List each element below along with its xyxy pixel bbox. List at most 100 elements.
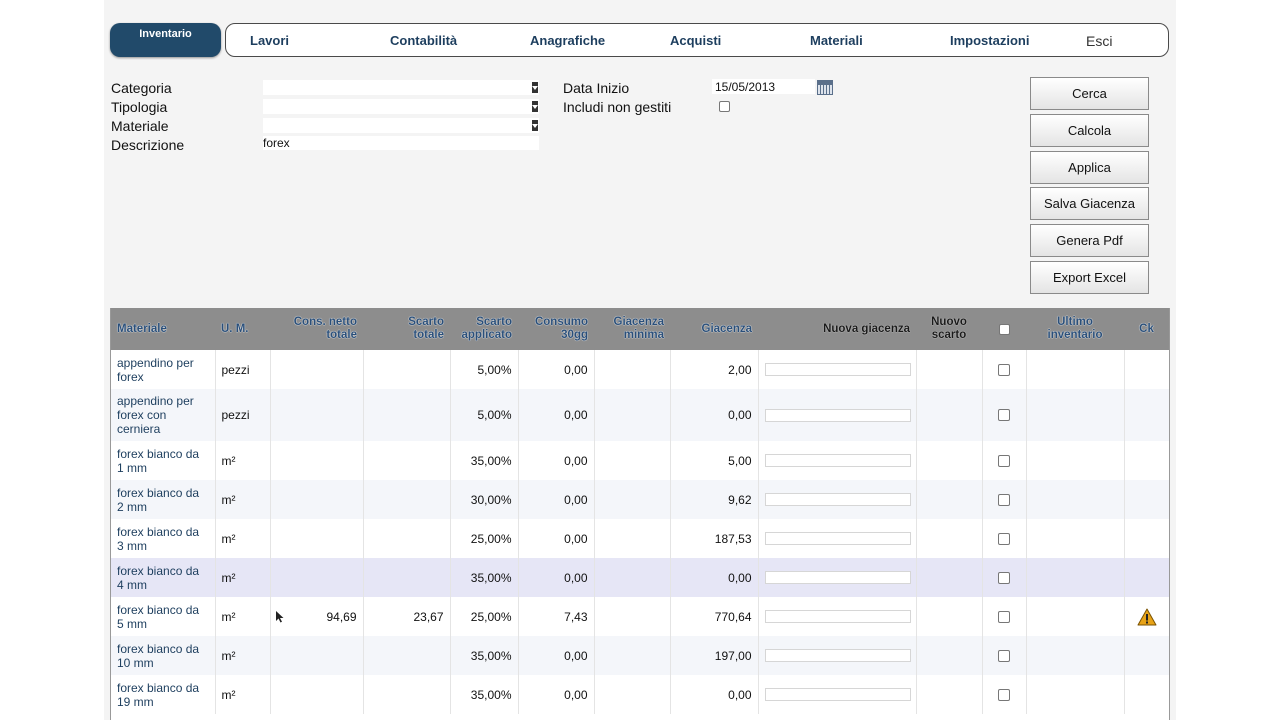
calcola-button[interactable]: Calcola: [1030, 114, 1149, 147]
cell-nuova-giacenza: [758, 389, 917, 441]
cell-materiale[interactable]: forex bianco da 10 mm: [111, 636, 216, 675]
cell-um: m²: [215, 636, 271, 675]
materiale-select[interactable]: [263, 118, 539, 133]
nav-tab-acquisti[interactable]: Acquisti: [670, 33, 722, 48]
data-inizio-input[interactable]: [712, 79, 815, 94]
row-checkbox[interactable]: [998, 571, 1010, 584]
cell-row-checkbox: [982, 350, 1027, 389]
col-header-ultimo-inventario[interactable]: Ultimo inventario: [1026, 308, 1124, 350]
cell-materiale[interactable]: forex bianco da 1 mm: [111, 441, 216, 480]
cell-giacenza-minima: [594, 350, 671, 389]
cell-um: m²: [215, 519, 271, 558]
cell-ultimo-inventario: [1026, 675, 1125, 714]
nav-tab-materiali[interactable]: Materiali: [810, 33, 863, 48]
cell-nuovo-scarto: [916, 519, 983, 558]
cell-materiale[interactable]: forex bianco da 2 mm: [111, 480, 216, 519]
calendar-icon[interactable]: [817, 80, 833, 95]
cell-giacenza: 2,00: [670, 350, 759, 389]
nav-tab-anagrafiche[interactable]: Anagrafiche: [530, 33, 606, 48]
cell-nuovo-scarto: [916, 350, 983, 389]
nav-exit-link[interactable]: Esci: [1086, 33, 1113, 49]
categoria-select[interactable]: [263, 80, 539, 95]
cell-row-checkbox: [982, 519, 1027, 558]
nuova-giacenza-input[interactable]: [764, 408, 911, 422]
nuova-giacenza-input[interactable]: [764, 363, 911, 376]
cell-ck: [1124, 519, 1169, 558]
includi-non-gestiti-label: Includi non gestiti: [563, 99, 672, 115]
tipologia-label: Tipologia: [111, 99, 168, 115]
cell-cons-netto: [270, 350, 364, 389]
mouse-cursor-icon: [276, 611, 284, 623]
col-header-cons-netto[interactable]: Cons. netto totale: [270, 308, 363, 350]
cell-um: pezzi: [215, 389, 271, 441]
col-header-giacenza-minima[interactable]: Giacenza minima: [594, 308, 670, 350]
includi-non-gestiti-checkbox[interactable]: [719, 101, 730, 112]
cell-nuova-giacenza: [758, 350, 917, 389]
col-header-scarto-applicato[interactable]: Scarto applicato: [450, 308, 518, 350]
salva-giacenza-button[interactable]: Salva Giacenza: [1030, 187, 1149, 220]
nav-tab-lavori[interactable]: Lavori: [250, 33, 290, 48]
table-row: forex bianco da 5 mm m² 94,69 23,67 25,00% 7,…: [111, 597, 1169, 636]
cell-um: m²: [215, 597, 271, 636]
col-header-nuovo-scarto: Nuovo scarto: [916, 308, 982, 350]
cell-cons-netto: [270, 558, 364, 597]
row-checkbox[interactable]: [998, 493, 1010, 506]
cell-nuovo-scarto: [916, 389, 983, 441]
nuova-giacenza-input[interactable]: [764, 493, 911, 506]
cell-scarto-applicato: 25,00%: [450, 519, 519, 558]
cell-materiale[interactable]: appendino per forex: [111, 350, 216, 389]
nuova-giacenza-input[interactable]: [764, 649, 911, 662]
cell-materiale[interactable]: forex bianco da 5 mm: [111, 597, 216, 636]
cell-scarto-totale: [363, 636, 451, 675]
cell-giacenza: 0,00: [670, 558, 759, 597]
cell-row-checkbox: [982, 558, 1027, 597]
nuova-giacenza-input[interactable]: [764, 571, 911, 584]
table-body: appendino per forex pezzi 5,00% 0,00 2,00 app…: [111, 350, 1169, 714]
row-checkbox[interactable]: [998, 610, 1010, 623]
cell-ck: [1124, 441, 1169, 480]
nav-tab-contabilita[interactable]: Contabilità: [390, 33, 458, 48]
table-row: forex bianco da 3 mm m² 25,00% 0,00 187,53: [111, 519, 1169, 558]
row-checkbox[interactable]: [998, 363, 1010, 376]
select-all-checkbox[interactable]: [998, 323, 1010, 335]
cell-ultimo-inventario: [1026, 441, 1125, 480]
cell-nuova-giacenza: [758, 519, 917, 558]
descrizione-input[interactable]: [263, 136, 539, 150]
nav-tab-impostazioni[interactable]: Impostazioni: [950, 33, 1030, 48]
cell-um: m²: [215, 675, 271, 714]
col-header-giacenza[interactable]: Giacenza: [670, 308, 758, 350]
nuova-giacenza-input[interactable]: [764, 454, 911, 467]
tipologia-select[interactable]: [263, 99, 539, 114]
cell-ck: [1124, 636, 1169, 675]
col-header-scarto-totale[interactable]: Scarto totale: [363, 308, 450, 350]
chevron-down-icon: [532, 120, 538, 131]
cerca-button[interactable]: Cerca: [1030, 77, 1149, 110]
cell-scarto-totale: [363, 441, 451, 480]
export-excel-button[interactable]: Export Excel: [1030, 261, 1149, 294]
col-header-um[interactable]: U. M.: [215, 308, 270, 350]
nuova-giacenza-input[interactable]: [764, 688, 911, 701]
cell-materiale[interactable]: forex bianco da 4 mm: [111, 558, 216, 597]
cell-cons-netto: [270, 480, 364, 519]
row-checkbox[interactable]: [998, 409, 1010, 421]
cell-materiale[interactable]: appendino per forex con cerniera: [111, 389, 216, 441]
cell-materiale[interactable]: forex bianco da 19 mm: [111, 675, 216, 714]
col-header-ck[interactable]: Ck: [1124, 308, 1169, 350]
col-header-consumo-30gg[interactable]: Consumo 30gg: [518, 308, 594, 350]
cell-consumo-30gg: 0,00: [518, 350, 595, 389]
col-header-materiale[interactable]: Materiale: [111, 308, 215, 350]
applica-button[interactable]: Applica: [1030, 151, 1149, 184]
cell-nuova-giacenza: [758, 558, 917, 597]
nav-tab-inventario[interactable]: Inventario: [110, 23, 221, 57]
cell-ck: [1124, 597, 1169, 636]
genera-pdf-button[interactable]: Genera Pdf: [1030, 224, 1149, 257]
row-checkbox[interactable]: [998, 454, 1010, 467]
row-checkbox[interactable]: [998, 649, 1010, 662]
col-header-nuova-giacenza: Nuova giacenza: [758, 308, 916, 350]
nuova-giacenza-input[interactable]: [764, 610, 911, 623]
cell-materiale[interactable]: forex bianco da 3 mm: [111, 519, 216, 558]
row-checkbox[interactable]: [998, 688, 1010, 701]
cell-ck: [1124, 350, 1169, 389]
nuova-giacenza-input[interactable]: [764, 532, 911, 545]
row-checkbox[interactable]: [998, 532, 1010, 545]
